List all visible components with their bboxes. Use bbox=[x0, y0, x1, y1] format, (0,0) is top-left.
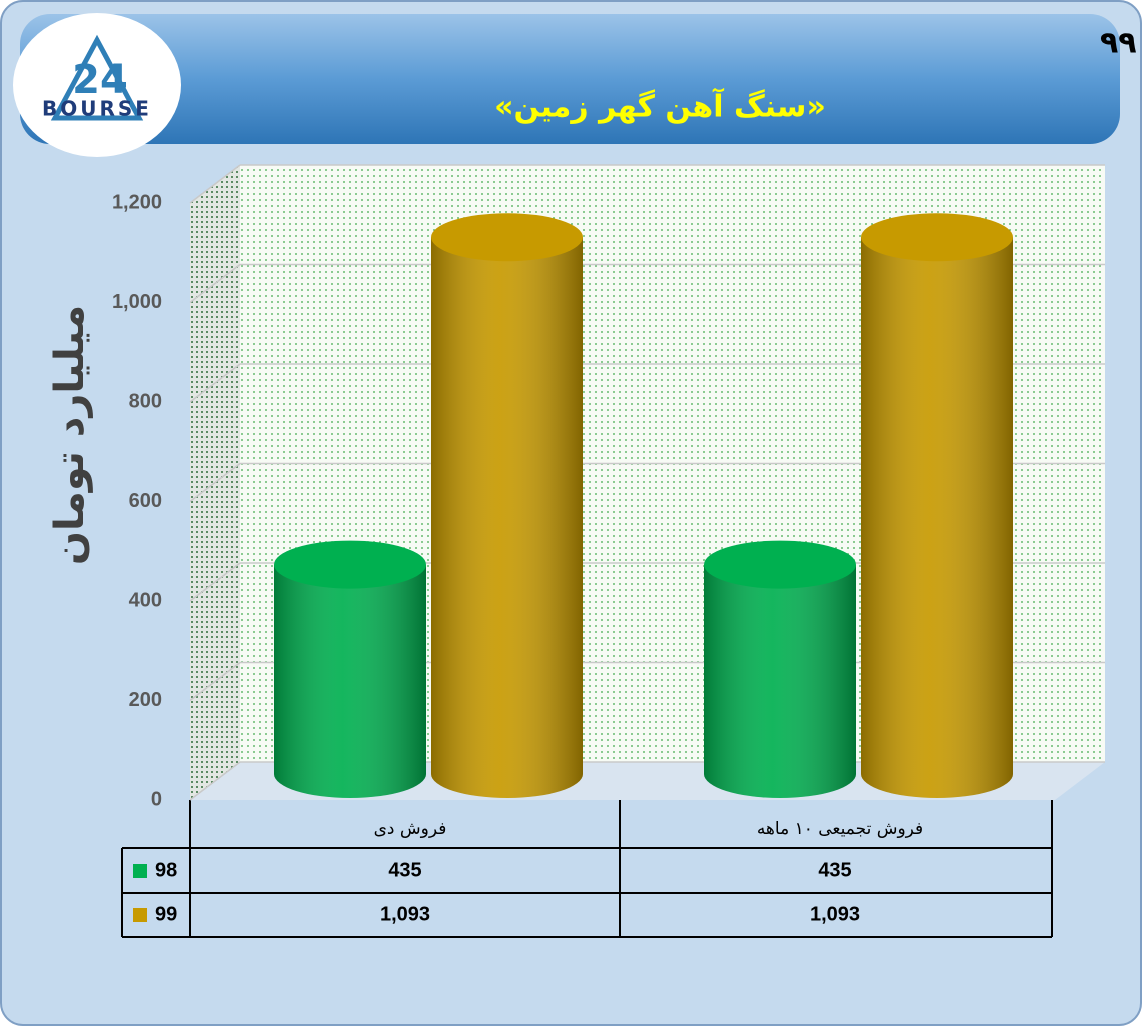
y-axis-label: میلیارد تومان bbox=[47, 305, 93, 565]
grid-line bbox=[189, 164, 241, 204]
logo-badge bbox=[13, 13, 181, 157]
bar-shade bbox=[274, 564, 426, 798]
y-tick-label: 400 bbox=[129, 589, 162, 611]
bar-top bbox=[274, 540, 426, 589]
bar-shade bbox=[704, 564, 856, 798]
grid-line bbox=[189, 562, 241, 602]
y-tick-label: 600 bbox=[129, 490, 162, 512]
y-tick-label: 200 bbox=[129, 689, 162, 711]
title-banner bbox=[20, 14, 1120, 144]
y-tick-label: 0 bbox=[151, 788, 162, 810]
bar-shade bbox=[431, 237, 583, 799]
chart-subtitle: «سنگ آهن گهر زمین» bbox=[494, 88, 826, 125]
y-tick-label: 800 bbox=[129, 390, 162, 412]
data-label: 435 bbox=[818, 859, 851, 881]
grid-line bbox=[189, 263, 241, 304]
grid-line bbox=[189, 462, 241, 503]
legend-swatch bbox=[133, 864, 147, 878]
data-label: 435 bbox=[388, 859, 421, 881]
data-table bbox=[121, 800, 1053, 938]
x-tick-label: فروش تجمیعی ۱۰ ماهه bbox=[757, 819, 923, 839]
grid-line bbox=[189, 363, 241, 403]
logo-name: BOURSE bbox=[42, 97, 152, 121]
bar-top bbox=[431, 213, 583, 262]
data-label: 1,093 bbox=[810, 903, 860, 925]
logo-number: 24 bbox=[72, 57, 128, 103]
y-tick-label: 1,200 bbox=[112, 191, 162, 213]
legend-label: 98 bbox=[155, 859, 177, 881]
y-tick-label: 1,000 bbox=[112, 291, 162, 313]
grid-line bbox=[189, 761, 241, 801]
x-tick-label: فروش دی bbox=[374, 819, 447, 839]
legend-label: 99 bbox=[155, 903, 177, 925]
legend-swatch bbox=[133, 908, 147, 922]
chart-title: گزارش فروش ریالی ماهانه و ۱ ماهه منتهی ب… bbox=[1100, 25, 1143, 61]
logo-mark bbox=[50, 34, 144, 121]
bar-top bbox=[861, 213, 1013, 262]
data-label: 1,093 bbox=[380, 903, 430, 925]
bar-top bbox=[704, 540, 856, 589]
bar-shade bbox=[861, 237, 1013, 799]
grid-line bbox=[189, 661, 241, 702]
